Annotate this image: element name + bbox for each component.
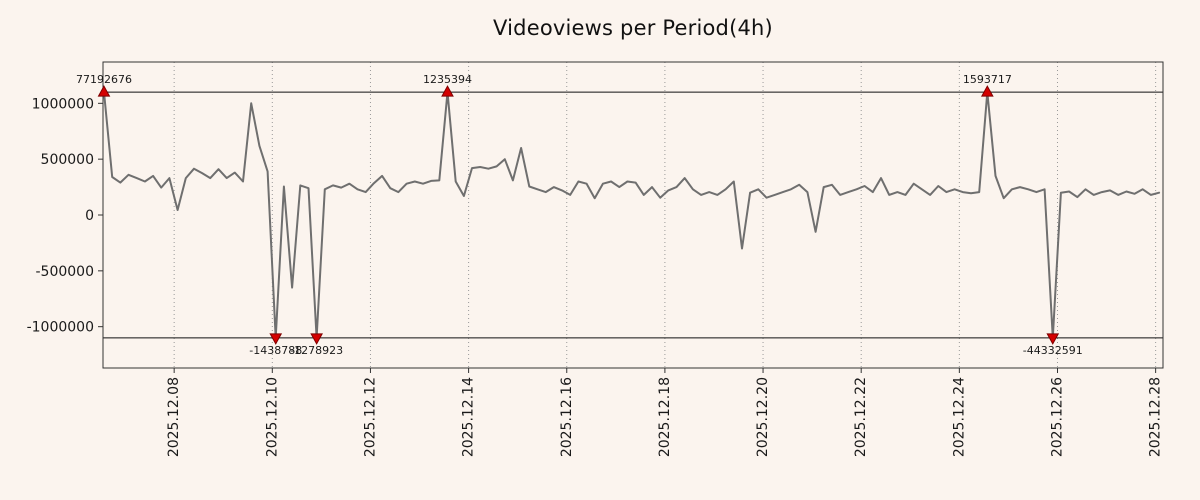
x-tick-label: 2025.12.22 — [853, 377, 869, 457]
annotation-label: 77192676 — [76, 73, 132, 86]
x-tick-label: 2025.12.24 — [951, 377, 967, 457]
annotation-label: -44332591 — [1023, 344, 1083, 357]
x-tick-label: 2025.12.08 — [166, 377, 182, 457]
x-tick-label: 2025.12.18 — [657, 377, 673, 457]
clip-marker-down-icon — [269, 333, 283, 345]
x-tick-label: 2025.12.12 — [362, 377, 378, 457]
x-tick-label: 2025.12.28 — [1148, 377, 1164, 457]
chart-title: Videoviews per Period(4h) — [493, 16, 773, 40]
clip-marker-down-icon — [1046, 333, 1060, 345]
x-tick-label: 2025.12.26 — [1049, 377, 1065, 457]
y-tick-label: 500000 — [41, 152, 94, 168]
annotation-label: -1278923 — [290, 344, 343, 357]
x-tick-label: 2025.12.20 — [755, 377, 771, 457]
clip-marker-up-icon — [441, 85, 454, 97]
series-line — [103, 91, 1161, 339]
x-tick-label: 2025.12.10 — [264, 377, 280, 457]
annotation-label: 1235394 — [423, 73, 472, 86]
clip-marker-up-icon — [97, 85, 111, 97]
annotation-label: -1438788 — [249, 344, 302, 357]
clip-marker-up-icon — [980, 85, 994, 97]
y-tick-label: 0 — [85, 208, 94, 224]
x-tick-label: 2025.12.14 — [461, 377, 477, 457]
y-tick-label: -500000 — [36, 264, 95, 280]
x-tick-label: 2025.12.16 — [559, 377, 575, 457]
annotation-label: 1593717 — [963, 73, 1012, 86]
plot-border — [102, 61, 1164, 369]
y-tick-label: -1000000 — [27, 320, 94, 336]
clip-marker-down-icon — [310, 333, 323, 345]
y-tick-label: 1000000 — [32, 96, 94, 112]
